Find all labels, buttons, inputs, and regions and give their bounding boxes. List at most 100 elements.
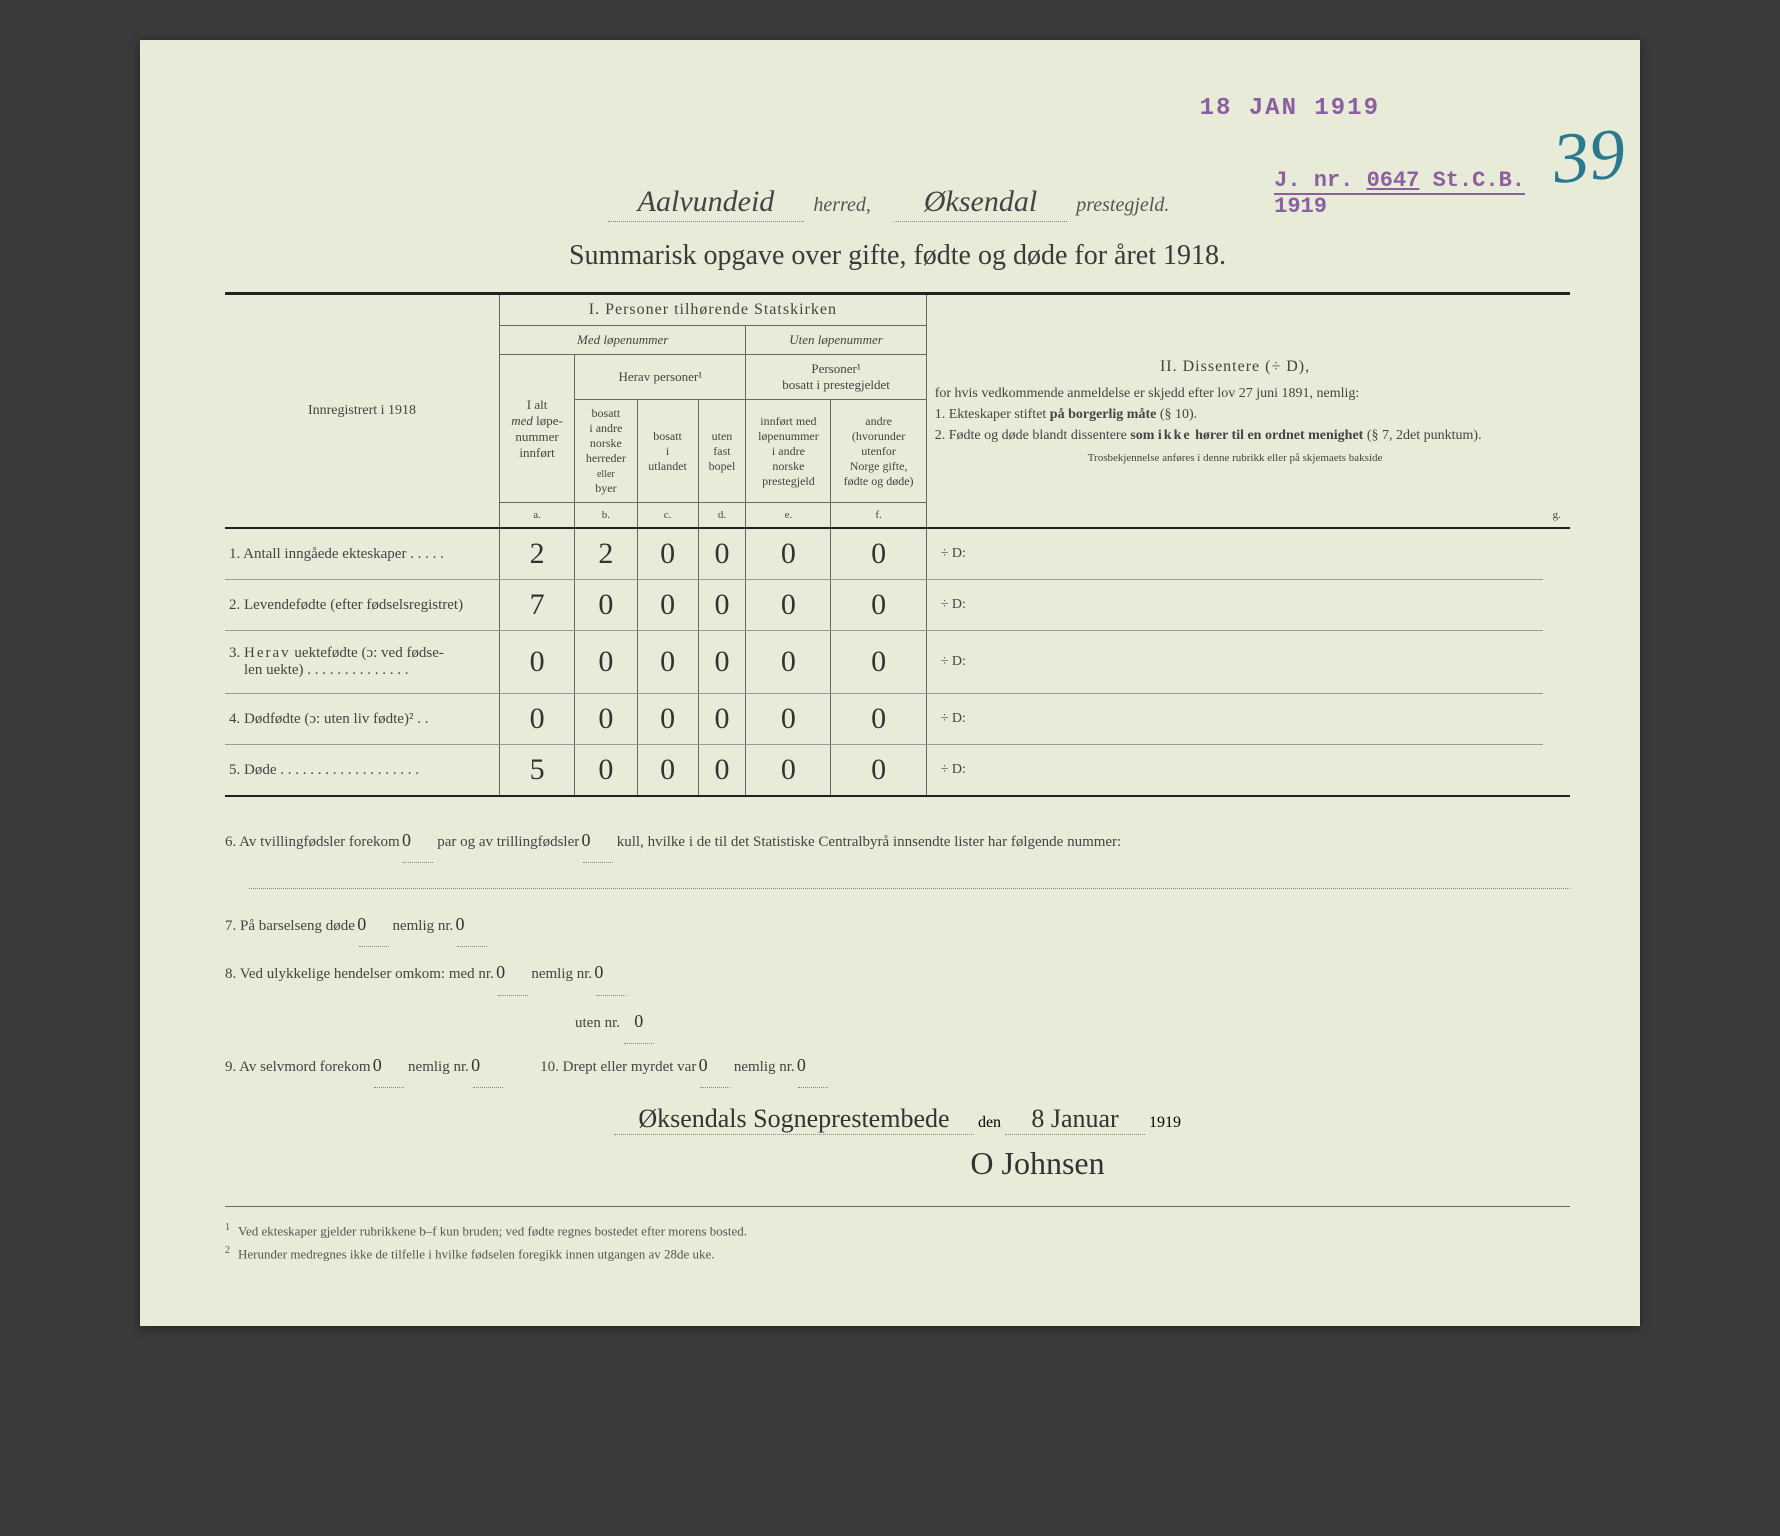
cell: 0 — [831, 745, 926, 797]
cell: 7 — [499, 580, 574, 631]
signature-name: O Johnsen — [225, 1145, 1570, 1182]
col-e-head: innført medløpenummeri andrenorskepreste… — [746, 400, 831, 503]
cell: 0 — [575, 631, 637, 694]
cell: 0 — [831, 631, 926, 694]
col-letter-a: a. — [499, 503, 574, 529]
item9-val1: 0 — [374, 1044, 404, 1088]
signature-year: 1919 — [1149, 1114, 1181, 1131]
table-row: 2. Levendefødte (efter fødselsregistret)… — [225, 580, 1570, 631]
col-d-head: utenfastbopel — [698, 400, 746, 503]
item6-val1: 0 — [403, 819, 433, 863]
table-row: 1. Antall inngåede ekteskaper . . . . . … — [225, 528, 1570, 580]
diss-title: II. Dissentere (÷ D), — [935, 355, 1536, 379]
cell: 0 — [637, 745, 698, 797]
cell: 0 — [746, 580, 831, 631]
cell: 0 — [746, 694, 831, 745]
herred-label: herred, — [813, 194, 871, 216]
cell: 0 — [499, 631, 574, 694]
med-lopenummer-head: Med løpenummer — [499, 326, 745, 355]
personer-bosatt-head: Personer¹bosatt i prestegjeldet — [746, 355, 926, 400]
col-letter-c: c. — [637, 503, 698, 529]
item-9-10: 9. Av selvmord forekom 0 nemlig nr. 0 10… — [225, 1044, 1570, 1088]
cell: 0 — [746, 631, 831, 694]
cell: 0 — [831, 580, 926, 631]
cell: 0 — [637, 580, 698, 631]
item9-val2: 0 — [473, 1044, 503, 1088]
table-row: 4. Dødfødte (ɔ: uten liv fødte)² . . 0 0… — [225, 694, 1570, 745]
cell: 0 — [831, 694, 926, 745]
col-letter-g: g. — [1543, 503, 1570, 529]
cell: 0 — [637, 694, 698, 745]
main-table: Innregistrert i 1918 I. Personer tilhøre… — [225, 292, 1570, 797]
footnote-1: 1Ved ekteskaper gjelder rubrikkene b–f k… — [225, 1219, 1570, 1242]
cell: 0 — [698, 528, 746, 580]
table-body: 1. Antall inngåede ekteskaper . . . . . … — [225, 528, 1570, 796]
item8-val1: 0 — [498, 951, 528, 995]
col-f-head: andre(hvorunderutenforNorge gifte,fødte … — [831, 400, 926, 503]
item8-val2: 0 — [596, 951, 626, 995]
left-header: Innregistrert i 1918 — [225, 294, 499, 529]
table-row: 3. Herav uektefødte (ɔ: ved fødse- len u… — [225, 631, 1570, 694]
section2-head: II. Dissentere (÷ D), for hvis vedkommen… — [926, 294, 1543, 529]
item-6: 6. Av tvillingfødsler forekom 0 par og a… — [225, 819, 1570, 863]
date-stamp: 18 JAN 1919 — [1200, 95, 1380, 122]
cell: 0 — [637, 528, 698, 580]
prestegjeld-value: Øksendal — [894, 185, 1067, 222]
table-row: 5. Døde . . . . . . . . . . . . . . . . … — [225, 745, 1570, 797]
herred-value: Aalvundeid — [608, 185, 805, 222]
pencil-annotation: 39 — [1550, 112, 1629, 201]
cell: 0 — [746, 528, 831, 580]
footnotes: 1Ved ekteskaper gjelder rubrikkene b–f k… — [225, 1206, 1570, 1266]
jnr-suffix: St.C.B. — [1433, 168, 1525, 193]
col-b-head: bosatti andrenorskeherrederellerbyer — [575, 400, 637, 503]
row-label: 2. Levendefødte (efter fødselsregistret) — [225, 580, 499, 631]
cell: 5 — [499, 745, 574, 797]
cell: 0 — [637, 631, 698, 694]
cell: 0 — [746, 745, 831, 797]
blank-line — [249, 871, 1570, 889]
signature-date: 8 Januar — [1005, 1104, 1145, 1135]
prestegjeld-label: prestegjeld. — [1076, 194, 1169, 216]
row-label: 1. Antall inngåede ekteskaper . . . . . — [225, 528, 499, 580]
jnr-number: 0647 — [1367, 168, 1420, 193]
item6-val2: 0 — [583, 819, 613, 863]
diss-cell: ÷ D: — [926, 631, 1543, 694]
row-label: 3. Herav uektefødte (ɔ: ved fødse- len u… — [225, 631, 499, 694]
item7-val1: 0 — [359, 903, 389, 947]
col-c-head: bosattiutlandet — [637, 400, 698, 503]
col-a-head: I altmed løpe-nummerinnført — [499, 355, 574, 503]
cell: 0 — [831, 528, 926, 580]
signature-place: Øksendals Sogneprestembede — [614, 1104, 974, 1135]
diss-cell: ÷ D: — [926, 528, 1543, 580]
cell: 0 — [698, 694, 746, 745]
col-letter-f: f. — [831, 503, 926, 529]
cell: 0 — [698, 745, 746, 797]
herav-personer-head: Herav personer¹ — [575, 355, 746, 400]
row-label: 5. Døde . . . . . . . . . . . . . . . . … — [225, 745, 499, 797]
uten-lopenummer-head: Uten løpenummer — [746, 326, 926, 355]
row-label: 4. Dødfødte (ɔ: uten liv fødte)² . . — [225, 694, 499, 745]
cell: 0 — [575, 694, 637, 745]
cell: 0 — [698, 631, 746, 694]
item10-val2: 0 — [798, 1044, 828, 1088]
cell: 0 — [575, 745, 637, 797]
col-letter-b: b. — [575, 503, 637, 529]
cell: 0 — [698, 580, 746, 631]
item7-val2: 0 — [457, 903, 487, 947]
cell: 2 — [499, 528, 574, 580]
diss-cell: ÷ D: — [926, 694, 1543, 745]
bottom-section: 6. Av tvillingfødsler forekom 0 par og a… — [225, 819, 1570, 1088]
footnote-2: 2Herunder medregnes ikke de tilfelle i h… — [225, 1242, 1570, 1265]
cell: 2 — [575, 528, 637, 580]
col-letter-e: e. — [746, 503, 831, 529]
item-8-line2: uten nr. 0 — [225, 1000, 1570, 1044]
journal-number-stamp: J. nr. 0647 St.C.B. 1919 — [1274, 168, 1525, 221]
item-8: 8. Ved ulykkelige hendelser omkom: med n… — [225, 951, 1570, 995]
jnr-prefix: J. nr. — [1274, 168, 1353, 193]
item-7: 7. På barselseng døde 0 nemlig nr. 0 — [225, 903, 1570, 947]
cell: 0 — [499, 694, 574, 745]
cell: 0 — [575, 580, 637, 631]
item8-val3: 0 — [624, 1000, 654, 1044]
col-letter-d: d. — [698, 503, 746, 529]
item10-val1: 0 — [700, 1044, 730, 1088]
